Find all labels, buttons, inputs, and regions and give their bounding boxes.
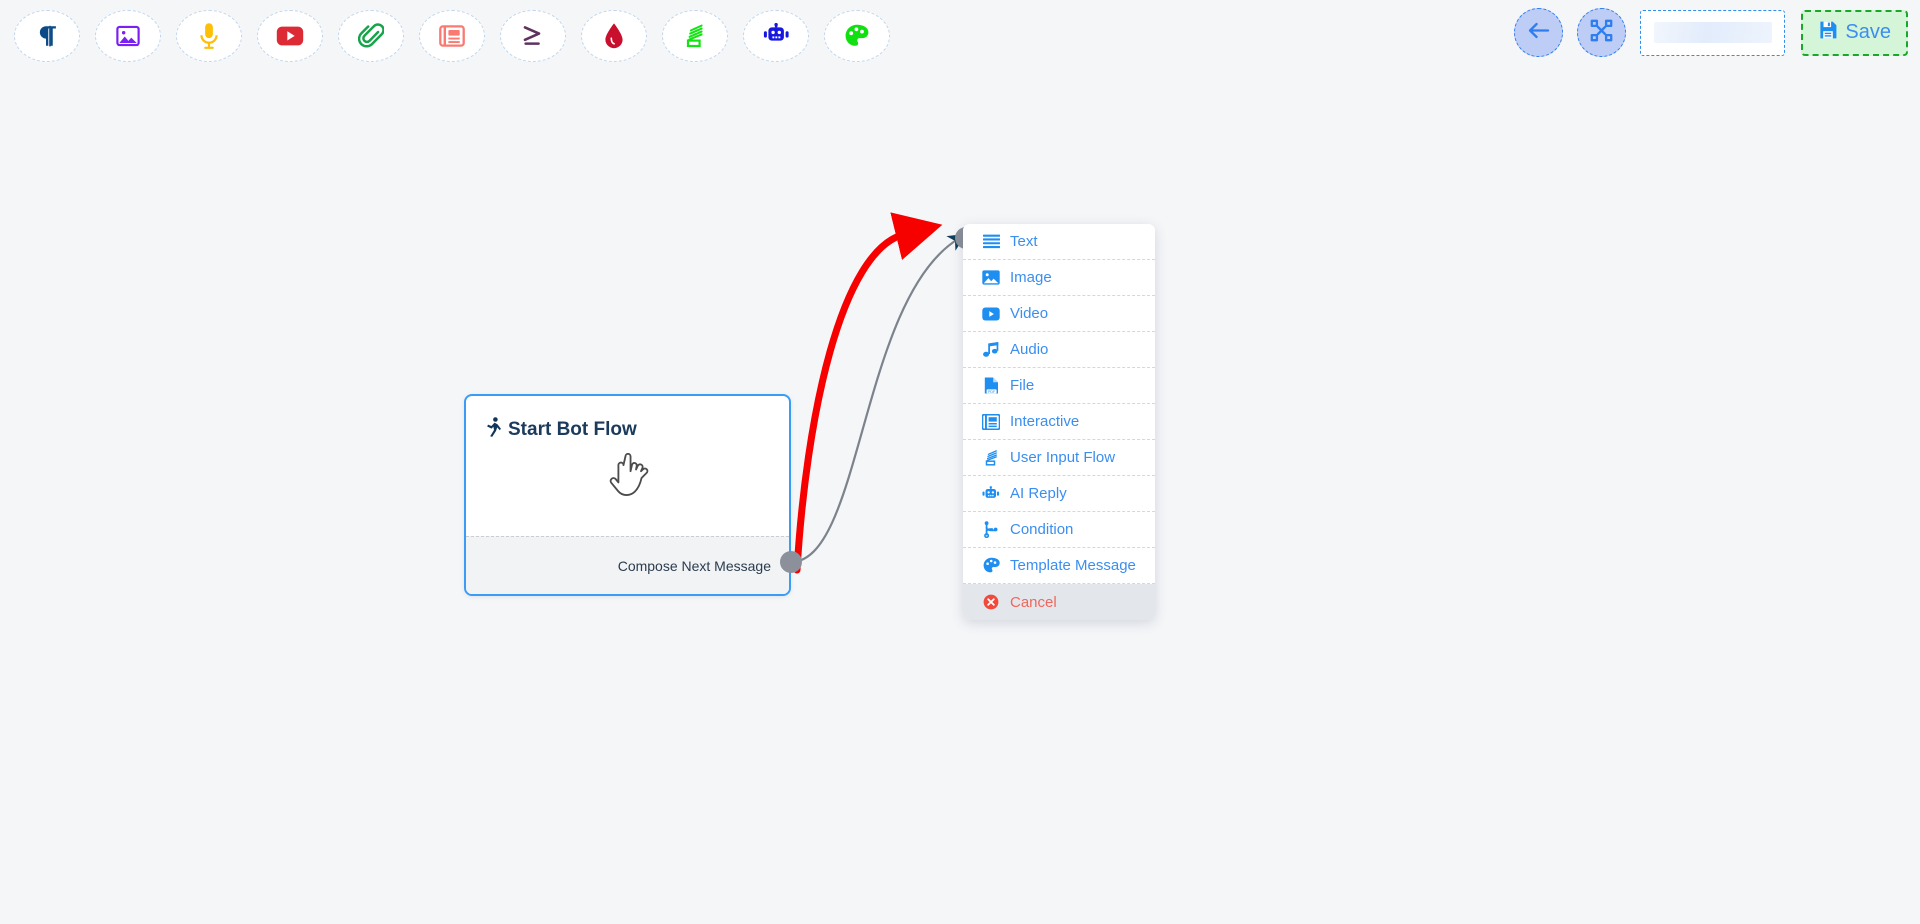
save-button[interactable]: Save bbox=[1801, 9, 1908, 56]
node-body[interactable] bbox=[466, 443, 789, 531]
menu-item-audio[interactable]: Audio bbox=[963, 332, 1155, 368]
toolbar-stack-button[interactable] bbox=[662, 10, 728, 62]
fullscreen-toggle-button[interactable] bbox=[1577, 8, 1627, 57]
toolbar-audio-button[interactable] bbox=[176, 10, 242, 62]
microphone-icon bbox=[196, 22, 222, 50]
node-type-dropdown-menu: Text Image Video bbox=[963, 224, 1155, 620]
image-icon bbox=[982, 269, 1000, 287]
menu-item-label: Text bbox=[1010, 233, 1038, 250]
menu-item-label: Cancel bbox=[1010, 593, 1057, 611]
stack-layers-icon bbox=[682, 23, 708, 49]
pdf-file-icon: PDF bbox=[982, 377, 1000, 395]
menu-item-interactive[interactable]: Interactive bbox=[963, 404, 1155, 440]
red-highlight-arrow bbox=[793, 212, 943, 574]
menu-item-label: AI Reply bbox=[1010, 485, 1067, 502]
greater-than-equal-icon bbox=[520, 23, 546, 49]
youtube-video-icon bbox=[276, 25, 304, 47]
menu-item-video[interactable]: Video bbox=[963, 296, 1155, 332]
menu-item-label: Video bbox=[1010, 305, 1049, 322]
menu-item-image[interactable]: Image bbox=[963, 260, 1155, 296]
running-person-icon bbox=[486, 417, 502, 443]
compose-next-message-label: Compose Next Message bbox=[617, 557, 771, 574]
menu-item-label: Audio bbox=[1010, 341, 1049, 358]
robot-icon bbox=[982, 485, 1000, 503]
paperclip-attachment-icon bbox=[358, 22, 384, 50]
text-lines-icon bbox=[982, 233, 1000, 251]
palette-icon bbox=[982, 557, 1000, 575]
menu-item-label: Condition bbox=[1010, 521, 1074, 538]
pointing-hand-cursor-icon bbox=[606, 452, 650, 501]
node-type-toolbar bbox=[14, 10, 905, 62]
node-footer: Compose Next Message bbox=[466, 536, 789, 594]
toolbar-paragraph-text-button[interactable] bbox=[14, 10, 80, 62]
toolbar-file-button[interactable] bbox=[338, 10, 404, 62]
save-button-label: Save bbox=[1845, 21, 1891, 43]
node-header: Start Bot Flow bbox=[466, 396, 789, 443]
menu-item-label: User Input Flow bbox=[1010, 449, 1116, 466]
menu-item-cancel[interactable]: Cancel bbox=[963, 584, 1155, 620]
toolbar-video-button[interactable] bbox=[257, 10, 323, 62]
menu-item-label: Template Message bbox=[1010, 557, 1136, 574]
compress-arrows-icon bbox=[1590, 19, 1613, 47]
node-title: Start Bot Flow bbox=[508, 419, 637, 440]
node-source-handle[interactable] bbox=[780, 551, 802, 573]
menu-item-ai-reply[interactable]: AI Reply bbox=[963, 476, 1155, 512]
toolbar-condition-button[interactable] bbox=[581, 10, 647, 62]
robot-icon bbox=[763, 23, 790, 49]
flow-name-placeholder-bar bbox=[1653, 22, 1772, 43]
toolbar-template-message-button[interactable] bbox=[824, 10, 890, 62]
image-icon bbox=[115, 23, 141, 49]
music-note-icon bbox=[982, 341, 1000, 359]
menu-item-text[interactable]: Text bbox=[963, 224, 1155, 260]
toolbar-ai-reply-button[interactable] bbox=[743, 10, 809, 62]
blood-drop-icon bbox=[602, 22, 626, 50]
video-play-icon bbox=[982, 305, 1000, 323]
paragraph-text-icon bbox=[34, 22, 60, 50]
toolbar-interactive-button[interactable] bbox=[419, 10, 485, 62]
toolbar-user-input-flow-button[interactable] bbox=[500, 10, 566, 62]
menu-item-file[interactable]: PDF File bbox=[963, 368, 1155, 404]
menu-item-template-message[interactable]: Template Message bbox=[963, 548, 1155, 584]
interactive-card-icon bbox=[982, 413, 1000, 431]
back-button[interactable] bbox=[1514, 8, 1564, 57]
branch-condition-icon bbox=[982, 521, 1000, 539]
interactive-card-icon bbox=[439, 24, 465, 48]
palette-icon bbox=[844, 23, 870, 49]
svg-text:PDF: PDF bbox=[988, 390, 996, 394]
menu-item-label: File bbox=[1010, 377, 1035, 394]
user-input-icon bbox=[982, 449, 1000, 467]
menu-item-label: Interactive bbox=[1010, 413, 1080, 430]
menu-item-user-input-flow[interactable]: User Input Flow bbox=[963, 440, 1155, 476]
start-bot-flow-node[interactable]: Start Bot Flow Compose Next Message bbox=[464, 394, 791, 596]
cancel-circle-icon bbox=[982, 593, 1000, 611]
floppy-disk-save-icon bbox=[1818, 20, 1838, 45]
top-right-controls: Save bbox=[1514, 8, 1908, 57]
menu-item-condition[interactable]: Condition bbox=[963, 512, 1155, 548]
menu-item-label: Image bbox=[1010, 269, 1052, 286]
flow-edge-connector bbox=[790, 233, 967, 564]
back-arrow-icon bbox=[1527, 20, 1550, 46]
toolbar-image-button[interactable] bbox=[95, 10, 161, 62]
flow-name-input[interactable] bbox=[1640, 9, 1786, 56]
